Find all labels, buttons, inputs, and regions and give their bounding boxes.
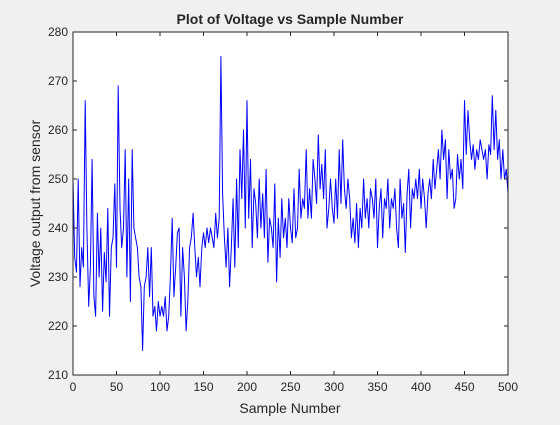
x-tick-label: 250	[280, 380, 300, 394]
x-tick-label: 0	[70, 380, 77, 394]
y-axis-label: Voltage output from sensor	[27, 120, 43, 288]
x-tick-label: 200	[237, 380, 257, 394]
y-tick-label: 230	[48, 270, 68, 284]
x-tick-label: 50	[110, 380, 124, 394]
y-tick-label: 280	[48, 25, 68, 39]
x-tick-label: 100	[150, 380, 170, 394]
y-tick-label: 210	[48, 368, 68, 382]
x-tick-label: 500	[498, 380, 518, 394]
x-tick-label: 350	[367, 380, 387, 394]
x-tick-label: 450	[454, 380, 474, 394]
x-tick-label: 300	[324, 380, 344, 394]
x-tick-label: 400	[411, 380, 431, 394]
series-line	[73, 56, 508, 351]
chart-title: Plot of Voltage vs Sample Number	[177, 11, 404, 27]
y-tick-label: 270	[48, 74, 68, 88]
y-tick-label: 240	[48, 221, 68, 235]
series-layer	[73, 56, 508, 351]
y-tick-label: 250	[48, 172, 68, 186]
x-axis: 0 50 100 150 200 250 300 350 400 450 500	[70, 32, 518, 394]
x-axis-label: Sample Number	[239, 400, 340, 416]
plot-area	[73, 32, 508, 375]
y-tick-label: 260	[48, 123, 68, 137]
y-axis: 210 220 230 240 250 260 270 280	[48, 25, 508, 382]
x-tick-label: 150	[193, 380, 213, 394]
y-tick-label: 220	[48, 319, 68, 333]
